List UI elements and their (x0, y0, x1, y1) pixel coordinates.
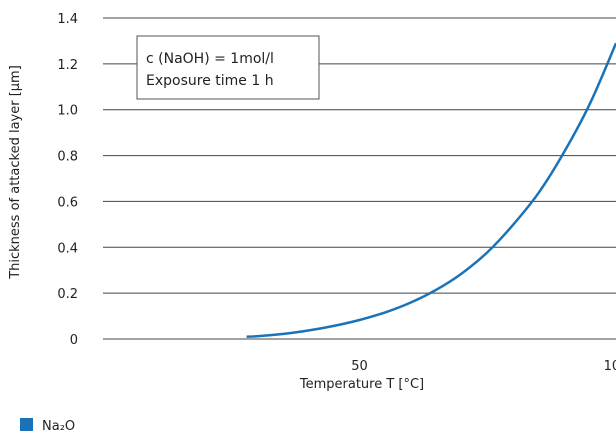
x-tick-labels: 50 100 (351, 359, 616, 374)
annotation-line-2: Exposure time 1 h (146, 73, 274, 89)
y-tick-label: 0.6 (57, 195, 78, 210)
series-line (246, 42, 616, 338)
y-axis-title: Thickness of attacked layer [µm] (8, 65, 23, 280)
annotation-line-1: c (NaOH) = 1mol/l (146, 51, 274, 67)
y-tick-labels: 0 0.2 0.4 0.6 0.8 1.0 1.2 1.4 (57, 12, 78, 348)
y-tick-label: 0 (70, 333, 78, 348)
plot-series (246, 42, 616, 338)
y-tick-label: 0.4 (57, 241, 78, 256)
x-tick-label: 50 (351, 359, 368, 374)
annotation-box (136, 35, 320, 100)
legend-label: Na₂O (42, 419, 75, 431)
y-tick-label: 1.4 (57, 12, 78, 27)
y-tick-label: 1.0 (57, 104, 78, 119)
x-tick-label: 100 (604, 359, 616, 374)
legend-swatch (20, 418, 33, 431)
x-axis-title: Temperature T [°C] (299, 377, 424, 392)
y-tick-label: 0.2 (57, 287, 78, 302)
y-tick-label: 0.8 (57, 150, 78, 165)
y-tick-label: 1.2 (57, 58, 78, 73)
